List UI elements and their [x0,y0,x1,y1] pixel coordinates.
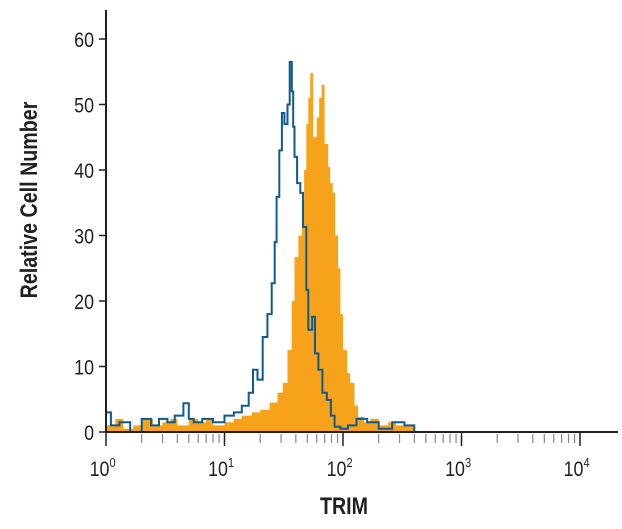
y-tick-label: 10 [74,356,94,380]
x-tick-label-base: 10 [564,458,584,482]
filled-histogram-series [106,73,580,432]
y-tick-label: 50 [74,94,94,118]
x-tick-labels: 100 101 102 103 104 [90,455,590,481]
x-tick-label: 102 [327,455,353,481]
x-tick-label-exponent: 0 [109,455,115,470]
y-tick-label: 60 [74,29,94,53]
y-tick-label: 0 [84,422,94,446]
outline-histogram-series [106,60,580,433]
x-tick-label-exponent: 4 [583,455,589,470]
x-tick-label-base: 10 [208,458,228,482]
x-tick-label-base: 10 [445,458,465,482]
x-tick-label: 103 [445,455,471,481]
y-tick-label: 20 [74,291,94,315]
y-tick-label: 30 [74,225,94,249]
plot-series [106,60,580,433]
x-tick-label: 104 [564,455,590,481]
x-tick-label-base: 10 [327,458,347,482]
x-tick-label: 101 [208,455,234,481]
x-tick-label: 100 [90,455,116,481]
y-tick-label: 40 [74,160,94,184]
x-tick-label-exponent: 2 [346,455,352,470]
y-tick-labels: 0 10 20 30 40 50 60 [74,29,94,446]
x-tick-label-exponent: 3 [465,455,471,470]
y-axis-title: Relative Cell Number [15,101,42,298]
x-axis-title: TRIM [320,492,368,519]
x-tick-label-base: 10 [90,458,110,482]
x-tick-label-exponent: 1 [228,455,234,470]
axes [99,10,618,446]
